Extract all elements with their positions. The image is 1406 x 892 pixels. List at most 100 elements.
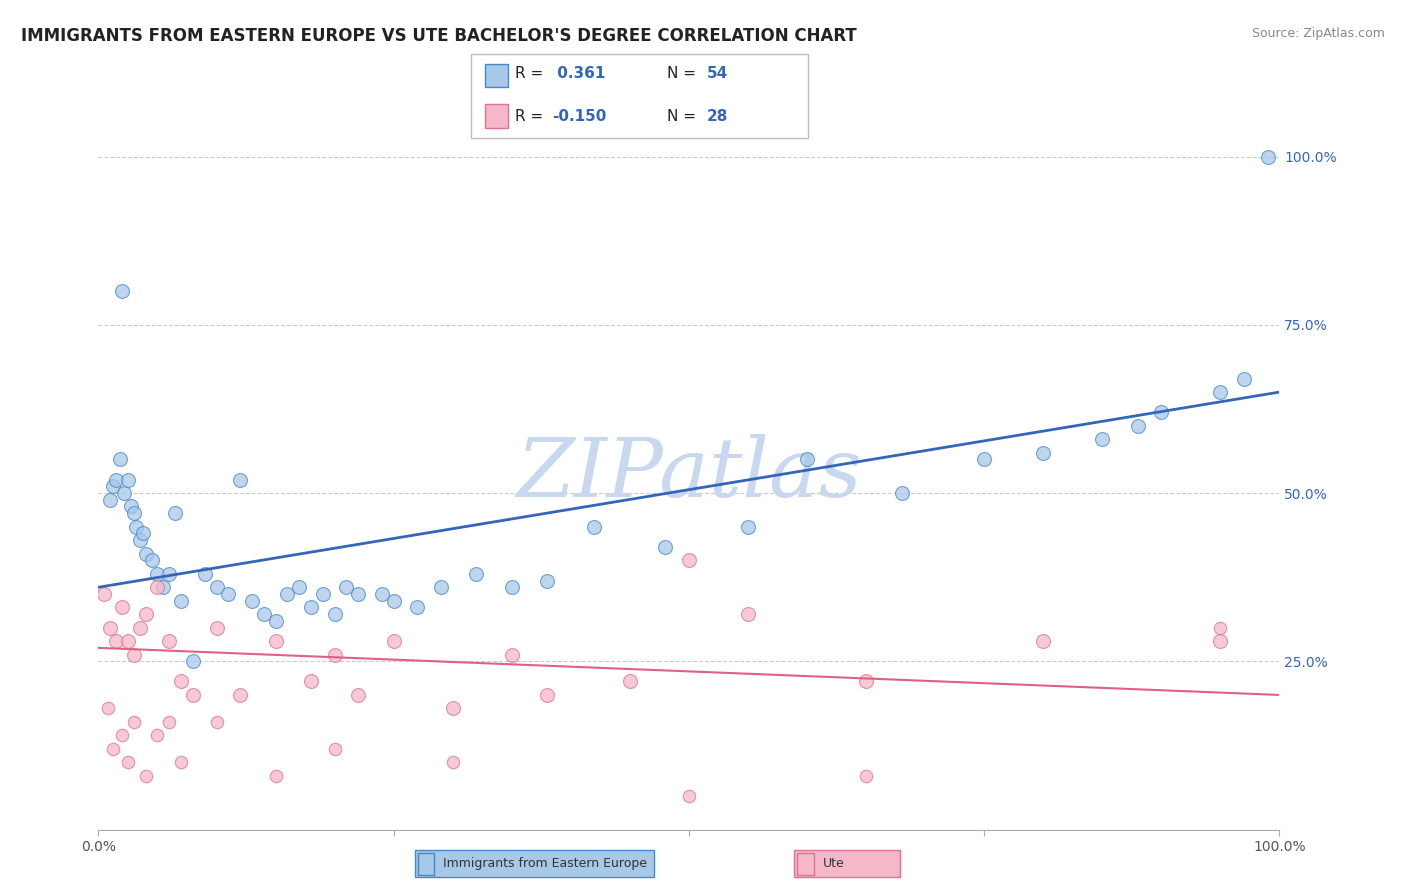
Text: Immigrants from Eastern Europe: Immigrants from Eastern Europe xyxy=(443,857,647,870)
Point xyxy=(1209,621,1232,635)
Point xyxy=(583,519,606,533)
Point xyxy=(1091,432,1114,446)
Point xyxy=(98,621,121,635)
Point xyxy=(382,593,405,607)
Point xyxy=(112,486,135,500)
Point xyxy=(1257,149,1279,163)
Point xyxy=(117,756,139,770)
Point xyxy=(121,500,143,514)
Point xyxy=(737,519,759,533)
Point xyxy=(170,593,193,607)
Point xyxy=(146,566,169,581)
Point xyxy=(1032,445,1054,459)
Point xyxy=(111,600,134,615)
Point xyxy=(165,506,187,520)
Point xyxy=(111,284,134,298)
Point xyxy=(157,634,180,648)
Point xyxy=(93,587,115,601)
Point xyxy=(101,741,124,756)
Point xyxy=(181,688,204,702)
Text: Ute: Ute xyxy=(823,857,844,870)
Point xyxy=(1209,385,1232,400)
Point xyxy=(441,701,464,715)
Point xyxy=(264,769,287,783)
Text: -0.150: -0.150 xyxy=(553,109,606,124)
Point xyxy=(181,654,204,668)
Point xyxy=(105,634,128,648)
Point xyxy=(347,688,370,702)
Point xyxy=(122,648,145,662)
Text: ZIPatlas: ZIPatlas xyxy=(516,434,862,514)
Point xyxy=(105,473,128,487)
Point xyxy=(205,621,228,635)
Point xyxy=(229,688,252,702)
Point xyxy=(323,607,346,622)
Text: N =: N = xyxy=(666,66,700,81)
Point xyxy=(441,756,464,770)
Point xyxy=(111,728,134,742)
Point xyxy=(855,674,877,689)
Point xyxy=(299,600,322,615)
Point xyxy=(157,714,180,729)
Point xyxy=(98,492,121,507)
Point xyxy=(170,756,193,770)
Point xyxy=(122,714,145,729)
Text: R =: R = xyxy=(515,109,548,124)
Bar xyxy=(485,63,508,87)
Point xyxy=(1209,634,1232,648)
Point xyxy=(117,634,139,648)
Point xyxy=(125,519,148,533)
Point xyxy=(135,607,157,622)
Point xyxy=(501,580,523,594)
Point xyxy=(1126,418,1149,433)
Point xyxy=(1032,634,1054,648)
Point xyxy=(654,540,676,554)
Point xyxy=(264,614,287,628)
Point xyxy=(101,479,124,493)
Point xyxy=(141,553,163,567)
Point xyxy=(217,587,239,601)
Text: Source: ZipAtlas.com: Source: ZipAtlas.com xyxy=(1251,27,1385,40)
Point xyxy=(122,506,145,520)
Point xyxy=(465,566,488,581)
Bar xyxy=(485,104,508,128)
Point xyxy=(229,473,252,487)
Point xyxy=(323,648,346,662)
Point xyxy=(264,634,287,648)
Point xyxy=(299,674,322,689)
Point xyxy=(205,714,228,729)
Point xyxy=(132,526,155,541)
Point xyxy=(335,580,357,594)
Point xyxy=(288,580,311,594)
Point xyxy=(371,587,394,601)
Point xyxy=(536,574,558,588)
Point xyxy=(117,473,139,487)
Point xyxy=(678,789,700,803)
Text: 54: 54 xyxy=(707,66,728,81)
Point xyxy=(323,741,346,756)
Point xyxy=(135,769,157,783)
Point xyxy=(1150,405,1173,419)
Point xyxy=(240,593,263,607)
Point xyxy=(128,533,150,548)
Point xyxy=(128,621,150,635)
Point xyxy=(382,634,405,648)
Point xyxy=(205,580,228,594)
Point xyxy=(253,607,276,622)
Point xyxy=(312,587,335,601)
Point xyxy=(108,452,131,467)
Text: 28: 28 xyxy=(707,109,728,124)
Point xyxy=(796,452,818,467)
FancyBboxPatch shape xyxy=(471,54,808,138)
Point xyxy=(146,580,169,594)
Point xyxy=(406,600,429,615)
Point xyxy=(347,587,370,601)
Point xyxy=(97,701,120,715)
Point xyxy=(1233,371,1256,385)
Point xyxy=(536,688,558,702)
Point xyxy=(194,566,217,581)
Point xyxy=(146,728,169,742)
Point xyxy=(890,486,912,500)
Point xyxy=(276,587,298,601)
Text: R =: R = xyxy=(515,66,548,81)
